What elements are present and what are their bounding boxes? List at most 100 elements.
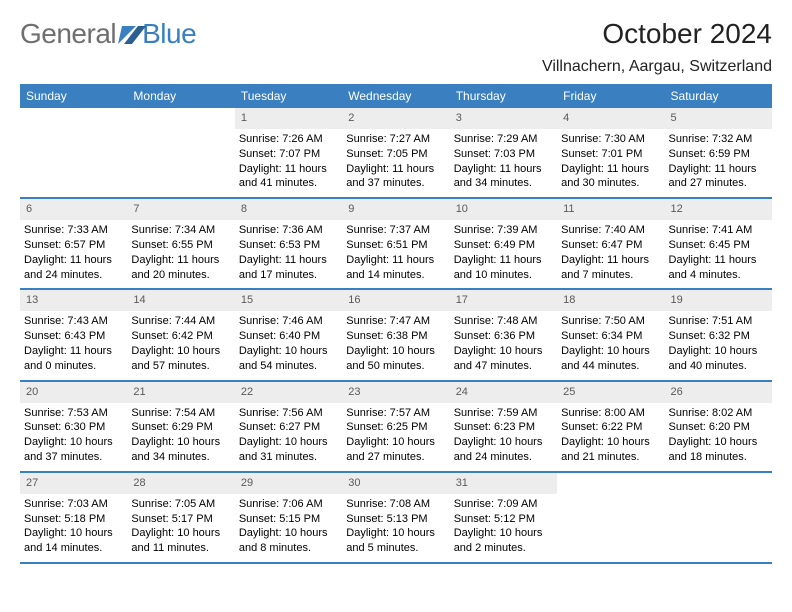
weekday-sun: Sunday <box>20 84 127 108</box>
sunrise-text: Sunrise: 7:06 AM <box>239 497 338 512</box>
sunrise-text: Sunrise: 7:27 AM <box>346 132 445 147</box>
sunrise-text: Sunrise: 7:32 AM <box>669 132 768 147</box>
day-cell: 9Sunrise: 7:37 AMSunset: 6:51 PMDaylight… <box>342 199 449 288</box>
day-cell: 19Sunrise: 7:51 AMSunset: 6:32 PMDayligh… <box>665 290 772 379</box>
day-number: 2 <box>342 108 449 129</box>
sunset-text: Sunset: 7:01 PM <box>561 147 660 162</box>
day-number: 1 <box>235 108 342 129</box>
day-cell: 4Sunrise: 7:30 AMSunset: 7:01 PMDaylight… <box>557 108 664 197</box>
day-cell: 30Sunrise: 7:08 AMSunset: 5:13 PMDayligh… <box>342 473 449 562</box>
sunset-text: Sunset: 6:38 PM <box>346 329 445 344</box>
sunrise-text: Sunrise: 7:08 AM <box>346 497 445 512</box>
sunrise-text: Sunrise: 7:26 AM <box>239 132 338 147</box>
day-number: 22 <box>235 382 342 403</box>
brand-general: General <box>20 18 116 50</box>
day-body: Sunrise: 7:06 AMSunset: 5:15 PMDaylight:… <box>235 494 342 562</box>
sunset-text: Sunset: 6:30 PM <box>24 420 123 435</box>
month-title: October 2024 <box>542 18 772 50</box>
day-number: 17 <box>450 290 557 311</box>
day-body: Sunrise: 7:46 AMSunset: 6:40 PMDaylight:… <box>235 311 342 379</box>
day-cell: 13Sunrise: 7:43 AMSunset: 6:43 PMDayligh… <box>20 290 127 379</box>
day-cell <box>557 473 664 562</box>
daylight-text: Daylight: 11 hours and 7 minutes. <box>561 253 660 283</box>
day-body: Sunrise: 7:44 AMSunset: 6:42 PMDaylight:… <box>127 311 234 379</box>
sunrise-text: Sunrise: 7:48 AM <box>454 314 553 329</box>
title-block: October 2024 Villnachern, Aargau, Switze… <box>542 18 772 76</box>
day-number: 20 <box>20 382 127 403</box>
day-cell: 17Sunrise: 7:48 AMSunset: 6:36 PMDayligh… <box>450 290 557 379</box>
day-cell: 31Sunrise: 7:09 AMSunset: 5:12 PMDayligh… <box>450 473 557 562</box>
daylight-text: Daylight: 11 hours and 30 minutes. <box>561 162 660 192</box>
sunset-text: Sunset: 7:07 PM <box>239 147 338 162</box>
day-body: Sunrise: 7:40 AMSunset: 6:47 PMDaylight:… <box>557 220 664 288</box>
daylight-text: Daylight: 10 hours and 24 minutes. <box>454 435 553 465</box>
day-cell: 14Sunrise: 7:44 AMSunset: 6:42 PMDayligh… <box>127 290 234 379</box>
day-body: Sunrise: 7:59 AMSunset: 6:23 PMDaylight:… <box>450 403 557 471</box>
daylight-text: Daylight: 10 hours and 50 minutes. <box>346 344 445 374</box>
sunset-text: Sunset: 5:17 PM <box>131 512 230 527</box>
week-row: 20Sunrise: 7:53 AMSunset: 6:30 PMDayligh… <box>20 382 772 473</box>
day-number: 5 <box>665 108 772 129</box>
brand-blue: Blue <box>142 18 196 50</box>
weekday-sat: Saturday <box>665 84 772 108</box>
day-number: 15 <box>235 290 342 311</box>
day-body: Sunrise: 7:47 AMSunset: 6:38 PMDaylight:… <box>342 311 449 379</box>
sunset-text: Sunset: 6:45 PM <box>669 238 768 253</box>
day-body: Sunrise: 8:00 AMSunset: 6:22 PMDaylight:… <box>557 403 664 471</box>
week-row: 27Sunrise: 7:03 AMSunset: 5:18 PMDayligh… <box>20 473 772 564</box>
location-text: Villnachern, Aargau, Switzerland <box>542 58 772 76</box>
day-cell: 12Sunrise: 7:41 AMSunset: 6:45 PMDayligh… <box>665 199 772 288</box>
empty-day-body <box>665 493 772 551</box>
daylight-text: Daylight: 11 hours and 0 minutes. <box>24 344 123 374</box>
daylight-text: Daylight: 11 hours and 4 minutes. <box>669 253 768 283</box>
sunset-text: Sunset: 6:51 PM <box>346 238 445 253</box>
day-number: 19 <box>665 290 772 311</box>
sunrise-text: Sunrise: 7:33 AM <box>24 223 123 238</box>
daylight-text: Daylight: 11 hours and 27 minutes. <box>669 162 768 192</box>
sunset-text: Sunset: 6:22 PM <box>561 420 660 435</box>
daylight-text: Daylight: 10 hours and 40 minutes. <box>669 344 768 374</box>
daylight-text: Daylight: 11 hours and 37 minutes. <box>346 162 445 192</box>
week-row: 13Sunrise: 7:43 AMSunset: 6:43 PMDayligh… <box>20 290 772 381</box>
day-number: 16 <box>342 290 449 311</box>
empty-day-number <box>665 473 772 493</box>
sunset-text: Sunset: 7:05 PM <box>346 147 445 162</box>
sunrise-text: Sunrise: 7:47 AM <box>346 314 445 329</box>
daylight-text: Daylight: 11 hours and 20 minutes. <box>131 253 230 283</box>
daylight-text: Daylight: 10 hours and 47 minutes. <box>454 344 553 374</box>
day-body: Sunrise: 7:36 AMSunset: 6:53 PMDaylight:… <box>235 220 342 288</box>
sunset-text: Sunset: 6:34 PM <box>561 329 660 344</box>
day-cell: 15Sunrise: 7:46 AMSunset: 6:40 PMDayligh… <box>235 290 342 379</box>
sunrise-text: Sunrise: 7:57 AM <box>346 406 445 421</box>
sunrise-text: Sunrise: 8:00 AM <box>561 406 660 421</box>
daylight-text: Daylight: 10 hours and 2 minutes. <box>454 526 553 556</box>
empty-day-number <box>20 108 127 128</box>
day-body: Sunrise: 7:30 AMSunset: 7:01 PMDaylight:… <box>557 129 664 197</box>
day-cell: 18Sunrise: 7:50 AMSunset: 6:34 PMDayligh… <box>557 290 664 379</box>
sunset-text: Sunset: 6:40 PM <box>239 329 338 344</box>
day-body: Sunrise: 7:41 AMSunset: 6:45 PMDaylight:… <box>665 220 772 288</box>
weekday-fri: Friday <box>557 84 664 108</box>
daylight-text: Daylight: 10 hours and 44 minutes. <box>561 344 660 374</box>
day-number: 30 <box>342 473 449 494</box>
daylight-text: Daylight: 10 hours and 54 minutes. <box>239 344 338 374</box>
day-body: Sunrise: 7:34 AMSunset: 6:55 PMDaylight:… <box>127 220 234 288</box>
day-number: 26 <box>665 382 772 403</box>
day-body: Sunrise: 7:51 AMSunset: 6:32 PMDaylight:… <box>665 311 772 379</box>
week-row: 1 Sunrise: 7:26 AMSunset: 7:07 PM Daylight… <box>20 108 772 199</box>
weekday-tue: Tuesday <box>235 84 342 108</box>
day-body: Sunrise: 7:32 AMSunset: 6:59 PMDaylight:… <box>665 129 772 197</box>
sunrise-text: Sunrise: 8:02 AM <box>669 406 768 421</box>
empty-day-number <box>127 108 234 128</box>
day-cell: 11Sunrise: 7:40 AMSunset: 6:47 PMDayligh… <box>557 199 664 288</box>
day-number: 8 <box>235 199 342 220</box>
day-number: 7 <box>127 199 234 220</box>
weekday-wed: Wednesday <box>342 84 449 108</box>
sunrise-text: Sunrise: 7:50 AM <box>561 314 660 329</box>
daylight-text: Daylight: 10 hours and 37 minutes. <box>24 435 123 465</box>
sunset-text: Sunset: 5:15 PM <box>239 512 338 527</box>
sunrise-text: Sunrise: 7:56 AM <box>239 406 338 421</box>
day-number: 10 <box>450 199 557 220</box>
sunrise-text: Sunrise: 7:36 AM <box>239 223 338 238</box>
daylight-text: Daylight: 10 hours and 5 minutes. <box>346 526 445 556</box>
